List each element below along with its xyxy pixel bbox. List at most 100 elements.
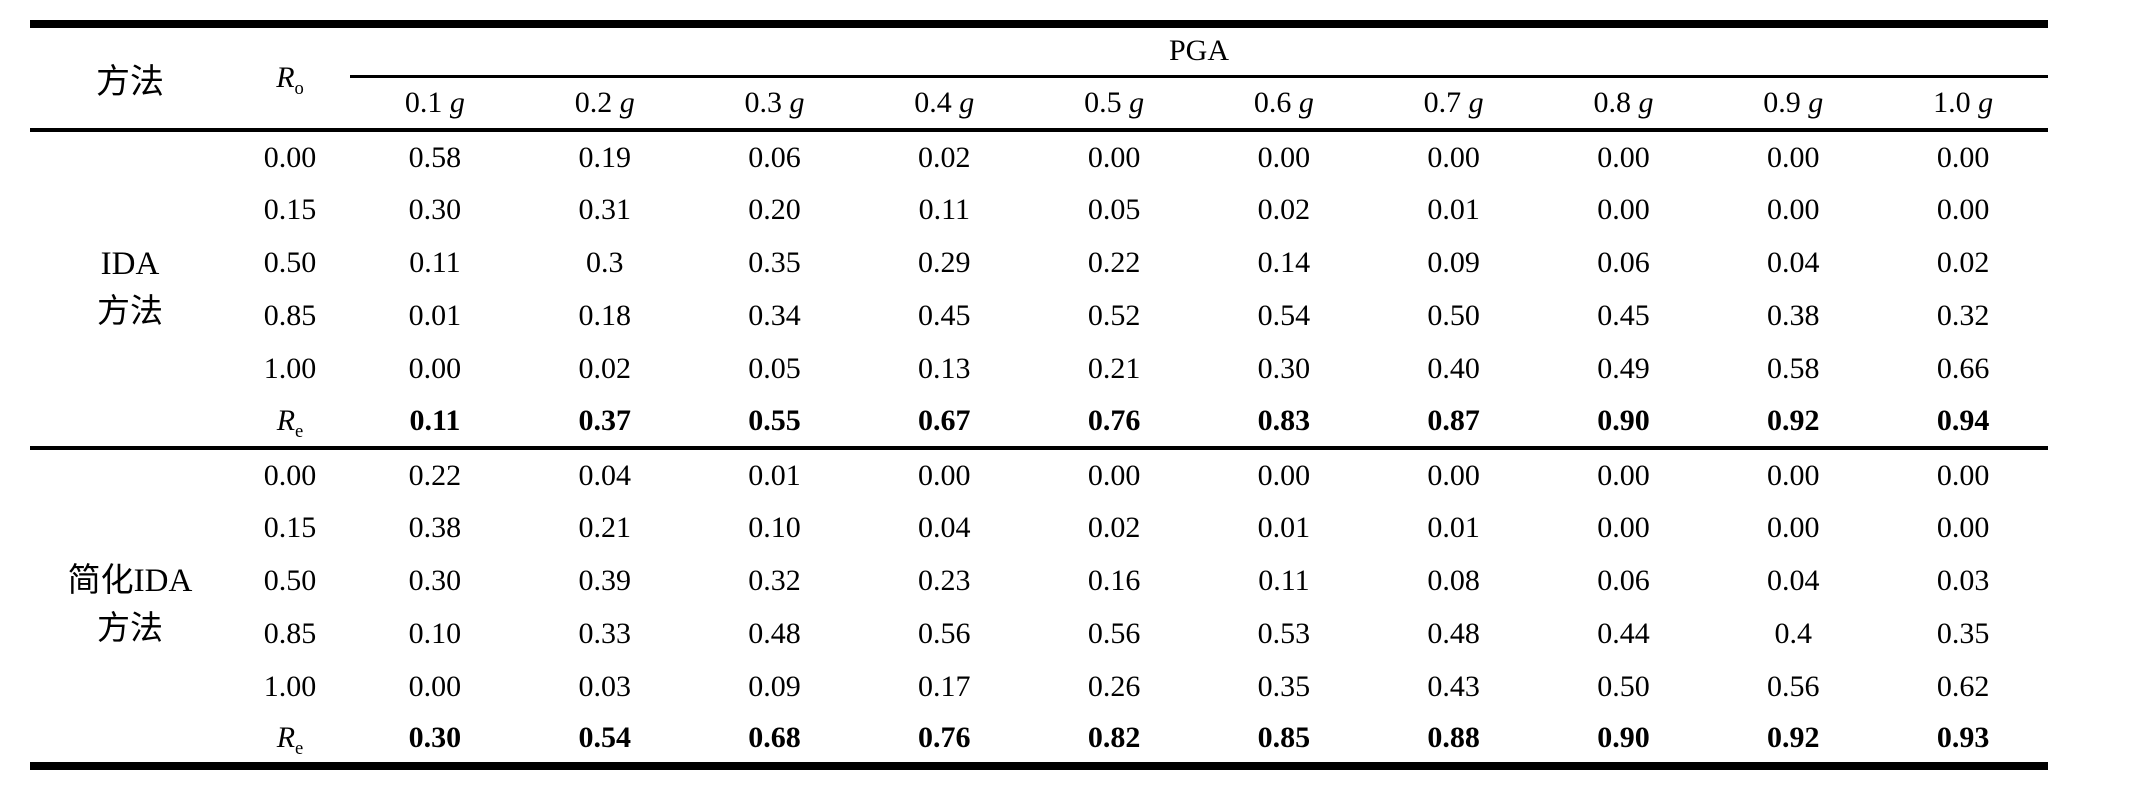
value-cell: 0.76 [918, 720, 971, 754]
value-cell: 0.04 [1767, 245, 1820, 279]
table-row: 0.85 0.10 0.33 0.48 0.56 0.56 0.53 0.48 0.44 0.4 0… [30, 607, 2048, 660]
value-cell: 0.00 [1087, 458, 1141, 492]
pga-column-value: 0.8 [1593, 85, 1631, 119]
table-row: 0.15 0.30 0.31 0.20 0.11 0.05 0.02 0.01 0.00 0.00… [30, 183, 2048, 236]
pga-column-header: 0.6 g [1199, 76, 1369, 130]
value-cell: 0.52 [1087, 298, 1141, 332]
table-row: Re 0.30 0.54 0.68 0.76 0.82 0.85 0.88 0.90 0.92 0.… [30, 713, 2048, 766]
value-cell: 0.49 [1597, 351, 1650, 385]
value-cell: 0.04 [918, 510, 971, 544]
value-cell: 0.45 [918, 298, 971, 332]
value-cell: 0.50 [1597, 669, 1650, 703]
value-cell: 0.93 [1936, 720, 1990, 754]
value-cell: 0.66 [1936, 351, 1990, 385]
value-cell: 0.45 [1597, 298, 1650, 332]
table-row: 0.50 0.30 0.39 0.32 0.23 0.16 0.11 0.08 0.06 0.04… [30, 554, 2048, 607]
value-cell: 0.76 [1087, 403, 1141, 437]
value-cell: 0.34 [748, 298, 801, 332]
value-cell: 0.06 [748, 140, 801, 174]
value-cell: 0.03 [578, 669, 631, 703]
table-section: 简化IDA 方法 0.00 0.22 0.04 0.01 0.00 0.00 0.00 0.00 0… [30, 448, 2048, 766]
table-row: 0.50 0.11 0.3 0.35 0.29 0.22 0.14 0.09 0.06 0.04 0… [30, 236, 2048, 289]
table-row: 1.00 0.00 0.02 0.05 0.13 0.21 0.30 0.40 0.49 0.58… [30, 342, 2048, 395]
ro-value: 0.85 [263, 616, 317, 650]
value-cell: 0.08 [1427, 563, 1480, 597]
pga-column-unit: g [1298, 85, 1314, 119]
value-cell: 0.17 [918, 669, 971, 703]
value-cell: 0.00 [1936, 458, 1990, 492]
value-cell: 0.21 [1087, 351, 1141, 385]
value-cell: 0.13 [918, 351, 971, 385]
value-cell: 0.01 [408, 298, 462, 332]
pga-column-header: 0.5 g [1029, 76, 1199, 130]
re-subscript: e [295, 420, 304, 442]
value-cell: 0.30 [408, 720, 462, 754]
method-label-line: 简化IDA [67, 563, 193, 600]
value-cell: 0.06 [1597, 245, 1650, 279]
value-cell: 0.00 [1936, 510, 1990, 544]
value-cell: 0.01 [1427, 192, 1480, 226]
value-cell: 0.00 [408, 351, 462, 385]
ro-value: 0.85 [263, 298, 317, 332]
value-cell: 0.37 [578, 403, 631, 437]
value-cell: 0.67 [918, 403, 971, 437]
pga-column-unit: g [1468, 85, 1484, 119]
value-cell: 0.11 [1258, 563, 1310, 597]
pga-column-value: 0.5 [1084, 85, 1122, 119]
pga-column-unit: g [449, 85, 465, 119]
value-cell: 0.01 [1427, 510, 1480, 544]
value-cell: 0.18 [578, 298, 631, 332]
value-cell: 0.10 [748, 510, 801, 544]
value-cell: 0.56 [918, 616, 971, 650]
re-symbol: R [276, 403, 296, 437]
value-cell: 0.04 [578, 458, 631, 492]
value-cell: 0.14 [1257, 245, 1311, 279]
table-row: 简化IDA 方法 0.00 0.22 0.04 0.01 0.00 0.00 0.00 0.00 0… [30, 448, 2048, 648]
value-cell: 0.39 [578, 563, 631, 597]
pga-column-value: 0.4 [914, 85, 952, 119]
header-row-1: 方法 Ro PGA [30, 24, 2048, 101]
value-cell: 0.02 [918, 140, 971, 174]
value-cell: 0.35 [748, 245, 801, 279]
pga-group-header: PGA [350, 24, 2048, 78]
value-cell: 0.09 [748, 669, 801, 703]
value-cell: 0.00 [1767, 192, 1820, 226]
value-cell: 0.88 [1427, 720, 1480, 754]
value-cell: 0.11 [409, 403, 461, 437]
value-cell: 0.11 [918, 192, 970, 226]
ro-value: 1.00 [263, 669, 317, 703]
value-cell: 0.10 [408, 616, 462, 650]
pga-column-unit: g [1978, 85, 1994, 119]
value-cell: 0.02 [1087, 510, 1141, 544]
value-cell: 0.23 [918, 563, 971, 597]
value-cell: 0.00 [1257, 140, 1311, 174]
value-cell: 0.85 [1257, 720, 1311, 754]
value-cell: 0.00 [1597, 140, 1650, 174]
value-cell: 0.22 [408, 458, 462, 492]
pga-column-value: 1.0 [1933, 85, 1971, 119]
value-cell: 0.20 [748, 192, 801, 226]
ro-value: 0.00 [263, 140, 317, 174]
value-cell: 0.56 [1767, 669, 1820, 703]
value-cell: 0.32 [1936, 298, 1990, 332]
value-cell: 0.16 [1087, 563, 1141, 597]
pga-column-unit: g [959, 85, 975, 119]
value-cell: 0.00 [1936, 192, 1990, 226]
value-cell: 0.35 [1257, 669, 1311, 703]
value-cell: 0.22 [1087, 245, 1141, 279]
value-cell: 0.35 [1936, 616, 1990, 650]
value-cell: 0.54 [578, 720, 631, 754]
value-cell: 0.02 [578, 351, 631, 385]
results-table: 方法 Ro PGA 0.1 g 0.2 g 0.3 g 0.4 g 0.5 g 0.6 g… [30, 20, 2048, 770]
pga-column-header: 0.1 g [350, 76, 520, 130]
pga-column-header: 0.7 g [1369, 76, 1539, 130]
value-cell: 0.00 [1597, 192, 1650, 226]
value-cell: 0.48 [1427, 616, 1480, 650]
value-cell: 0.30 [408, 192, 462, 226]
value-cell: 0.58 [1767, 351, 1820, 385]
value-cell: 0.05 [1087, 192, 1141, 226]
value-cell: 0.00 [1936, 140, 1990, 174]
value-cell: 0.09 [1427, 245, 1480, 279]
re-subscript: e [295, 737, 304, 759]
pga-column-value: 0.3 [744, 85, 782, 119]
